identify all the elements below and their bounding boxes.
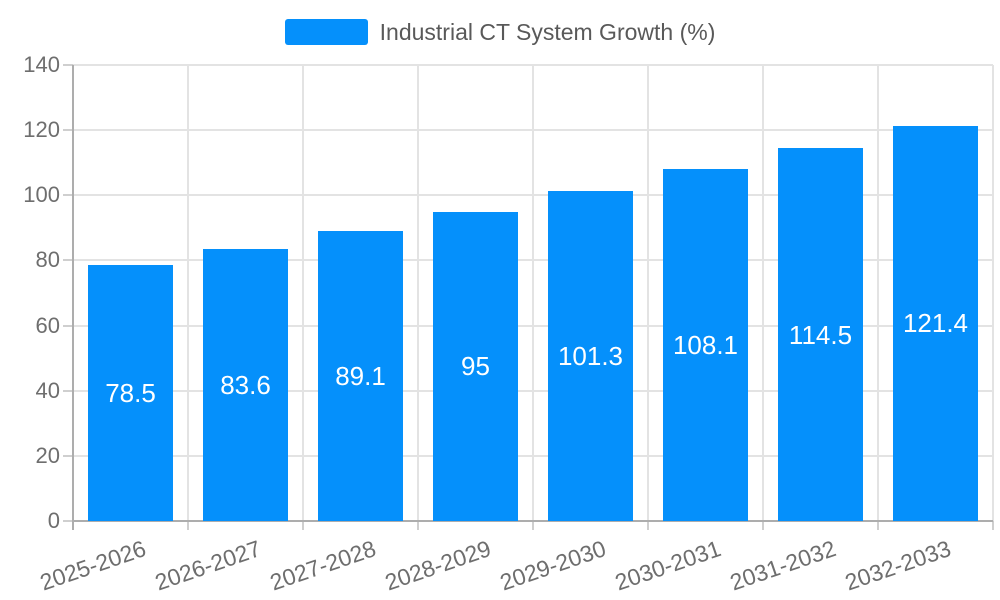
y-tick-label: 60 — [35, 312, 60, 338]
bar[interactable] — [433, 211, 518, 521]
x-axis — [73, 520, 993, 522]
x-axis-tick — [877, 521, 879, 530]
y-axis-tick — [63, 520, 73, 522]
y-axis-tick — [63, 389, 73, 392]
bar-value-label: 121.4 — [902, 308, 969, 339]
y-axis-tick — [63, 324, 73, 327]
bar-value-label: 78.5 — [105, 378, 156, 409]
bar[interactable] — [893, 125, 978, 521]
bar[interactable] — [203, 248, 288, 521]
gridline — [417, 65, 419, 521]
bar-value-label: 95 — [461, 351, 490, 382]
bar[interactable] — [548, 191, 633, 521]
y-tick-label: 0 — [47, 508, 60, 533]
y-tick-label: 120 — [23, 117, 60, 143]
bar-value-label: 108.1 — [672, 329, 739, 360]
gridline — [532, 65, 534, 521]
gridline — [877, 65, 879, 521]
y-tick-label: 140 — [23, 52, 60, 77]
y-axis-tick — [63, 64, 73, 66]
x-axis-tick — [992, 521, 994, 530]
y-tick-label: 80 — [35, 247, 60, 273]
bar[interactable] — [778, 148, 863, 521]
bar-value-label: 101.3 — [557, 341, 624, 372]
x-axis-tick — [532, 521, 534, 530]
x-axis-tick — [302, 521, 304, 530]
y-tick-label: 100 — [23, 182, 60, 208]
chart-legend[interactable]: Industrial CT System Growth (%) — [0, 19, 1000, 45]
bar[interactable] — [663, 168, 748, 521]
gridline — [992, 65, 994, 521]
y-axis-tick — [63, 129, 73, 132]
x-axis-tick — [762, 521, 764, 530]
x-axis-tick — [417, 521, 419, 530]
y-axis-tick — [63, 454, 73, 457]
x-axis-tick — [187, 521, 189, 530]
bar[interactable] — [318, 230, 403, 521]
y-tick-label: 40 — [35, 377, 60, 403]
y-axis-tick — [63, 194, 73, 197]
gridline — [302, 65, 304, 521]
y-axis — [72, 65, 74, 530]
gridline — [187, 65, 189, 521]
bar-value-label: 89.1 — [335, 360, 386, 391]
y-tick-label: 20 — [35, 442, 60, 468]
bar-value-label: 114.5 — [788, 319, 853, 350]
gridline — [647, 65, 649, 521]
x-axis-tick — [647, 521, 649, 530]
legend-swatch-icon — [284, 19, 368, 45]
gridline — [762, 65, 764, 521]
y-axis-tick — [63, 259, 73, 262]
bar-value-label: 83.6 — [220, 369, 271, 400]
legend-label: Industrial CT System Growth (%) — [379, 19, 716, 45]
bar[interactable] — [88, 265, 173, 521]
